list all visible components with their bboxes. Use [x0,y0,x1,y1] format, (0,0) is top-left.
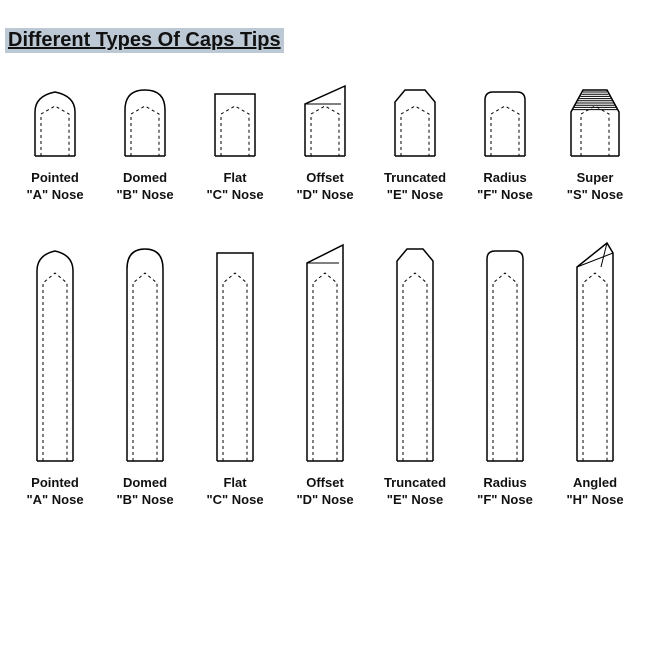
row_tall-tip-domed [102,235,188,465]
row_short-tip-super [552,80,638,160]
tip-truncated-icon [385,80,445,160]
row_tall-label-flat: Flat"C" Nose [192,475,278,509]
row_tall-label-truncated: Truncated"E" Nose [372,475,458,509]
row_short-tip-pointed [12,80,98,160]
row_short-tip-truncated [372,80,458,160]
row_tall-tip-truncated [372,235,458,465]
row_tall-label-pointed: Pointed"A" Nose [12,475,98,509]
row_tall-label-angled: Angled"H" Nose [552,475,638,509]
tip-offset-icon [295,80,355,160]
tip-pointed-icon [25,80,85,160]
row_tall-tip-angled [552,235,638,465]
tip-domed-icon [115,80,175,160]
tip-radius-icon [475,235,535,465]
row_short-label-offset: Offset"D" Nose [282,170,368,204]
tip-pointed-icon [25,235,85,465]
tip-offset-icon [295,235,355,465]
row_short-label-radius: Radius"F" Nose [462,170,548,204]
short-tips-row [0,80,650,160]
short-tips-labels: Pointed"A" NoseDomed"B" NoseFlat"C" Nose… [0,170,650,204]
tip-flat-icon [205,80,265,160]
row_tall-tip-flat [192,235,278,465]
tip-radius-icon [475,80,535,160]
row_tall-tip-pointed [12,235,98,465]
tip-super-icon [565,80,625,160]
row_tall-label-radius: Radius"F" Nose [462,475,548,509]
row_short-tip-flat [192,80,278,160]
tip-domed-icon [115,235,175,465]
tall-tips-row [0,235,650,465]
tip-angled-icon [565,235,625,465]
tall-tips-labels: Pointed"A" NoseDomed"B" NoseFlat"C" Nose… [0,475,650,509]
row_short-tip-offset [282,80,368,160]
row_short-label-truncated: Truncated"E" Nose [372,170,458,204]
row_short-label-domed: Domed"B" Nose [102,170,188,204]
row_tall-tip-radius [462,235,548,465]
row_tall-label-domed: Domed"B" Nose [102,475,188,509]
tip-flat-icon [205,235,265,465]
row_short-tip-domed [102,80,188,160]
tip-truncated-icon [385,235,445,465]
row_tall-label-offset: Offset"D" Nose [282,475,368,509]
row_short-label-pointed: Pointed"A" Nose [12,170,98,204]
row_tall-tip-offset [282,235,368,465]
page-title: Different Types Of Caps Tips [5,28,284,53]
row_short-label-super: Super"S" Nose [552,170,638,204]
row_short-tip-radius [462,80,548,160]
row_short-label-flat: Flat"C" Nose [192,170,278,204]
